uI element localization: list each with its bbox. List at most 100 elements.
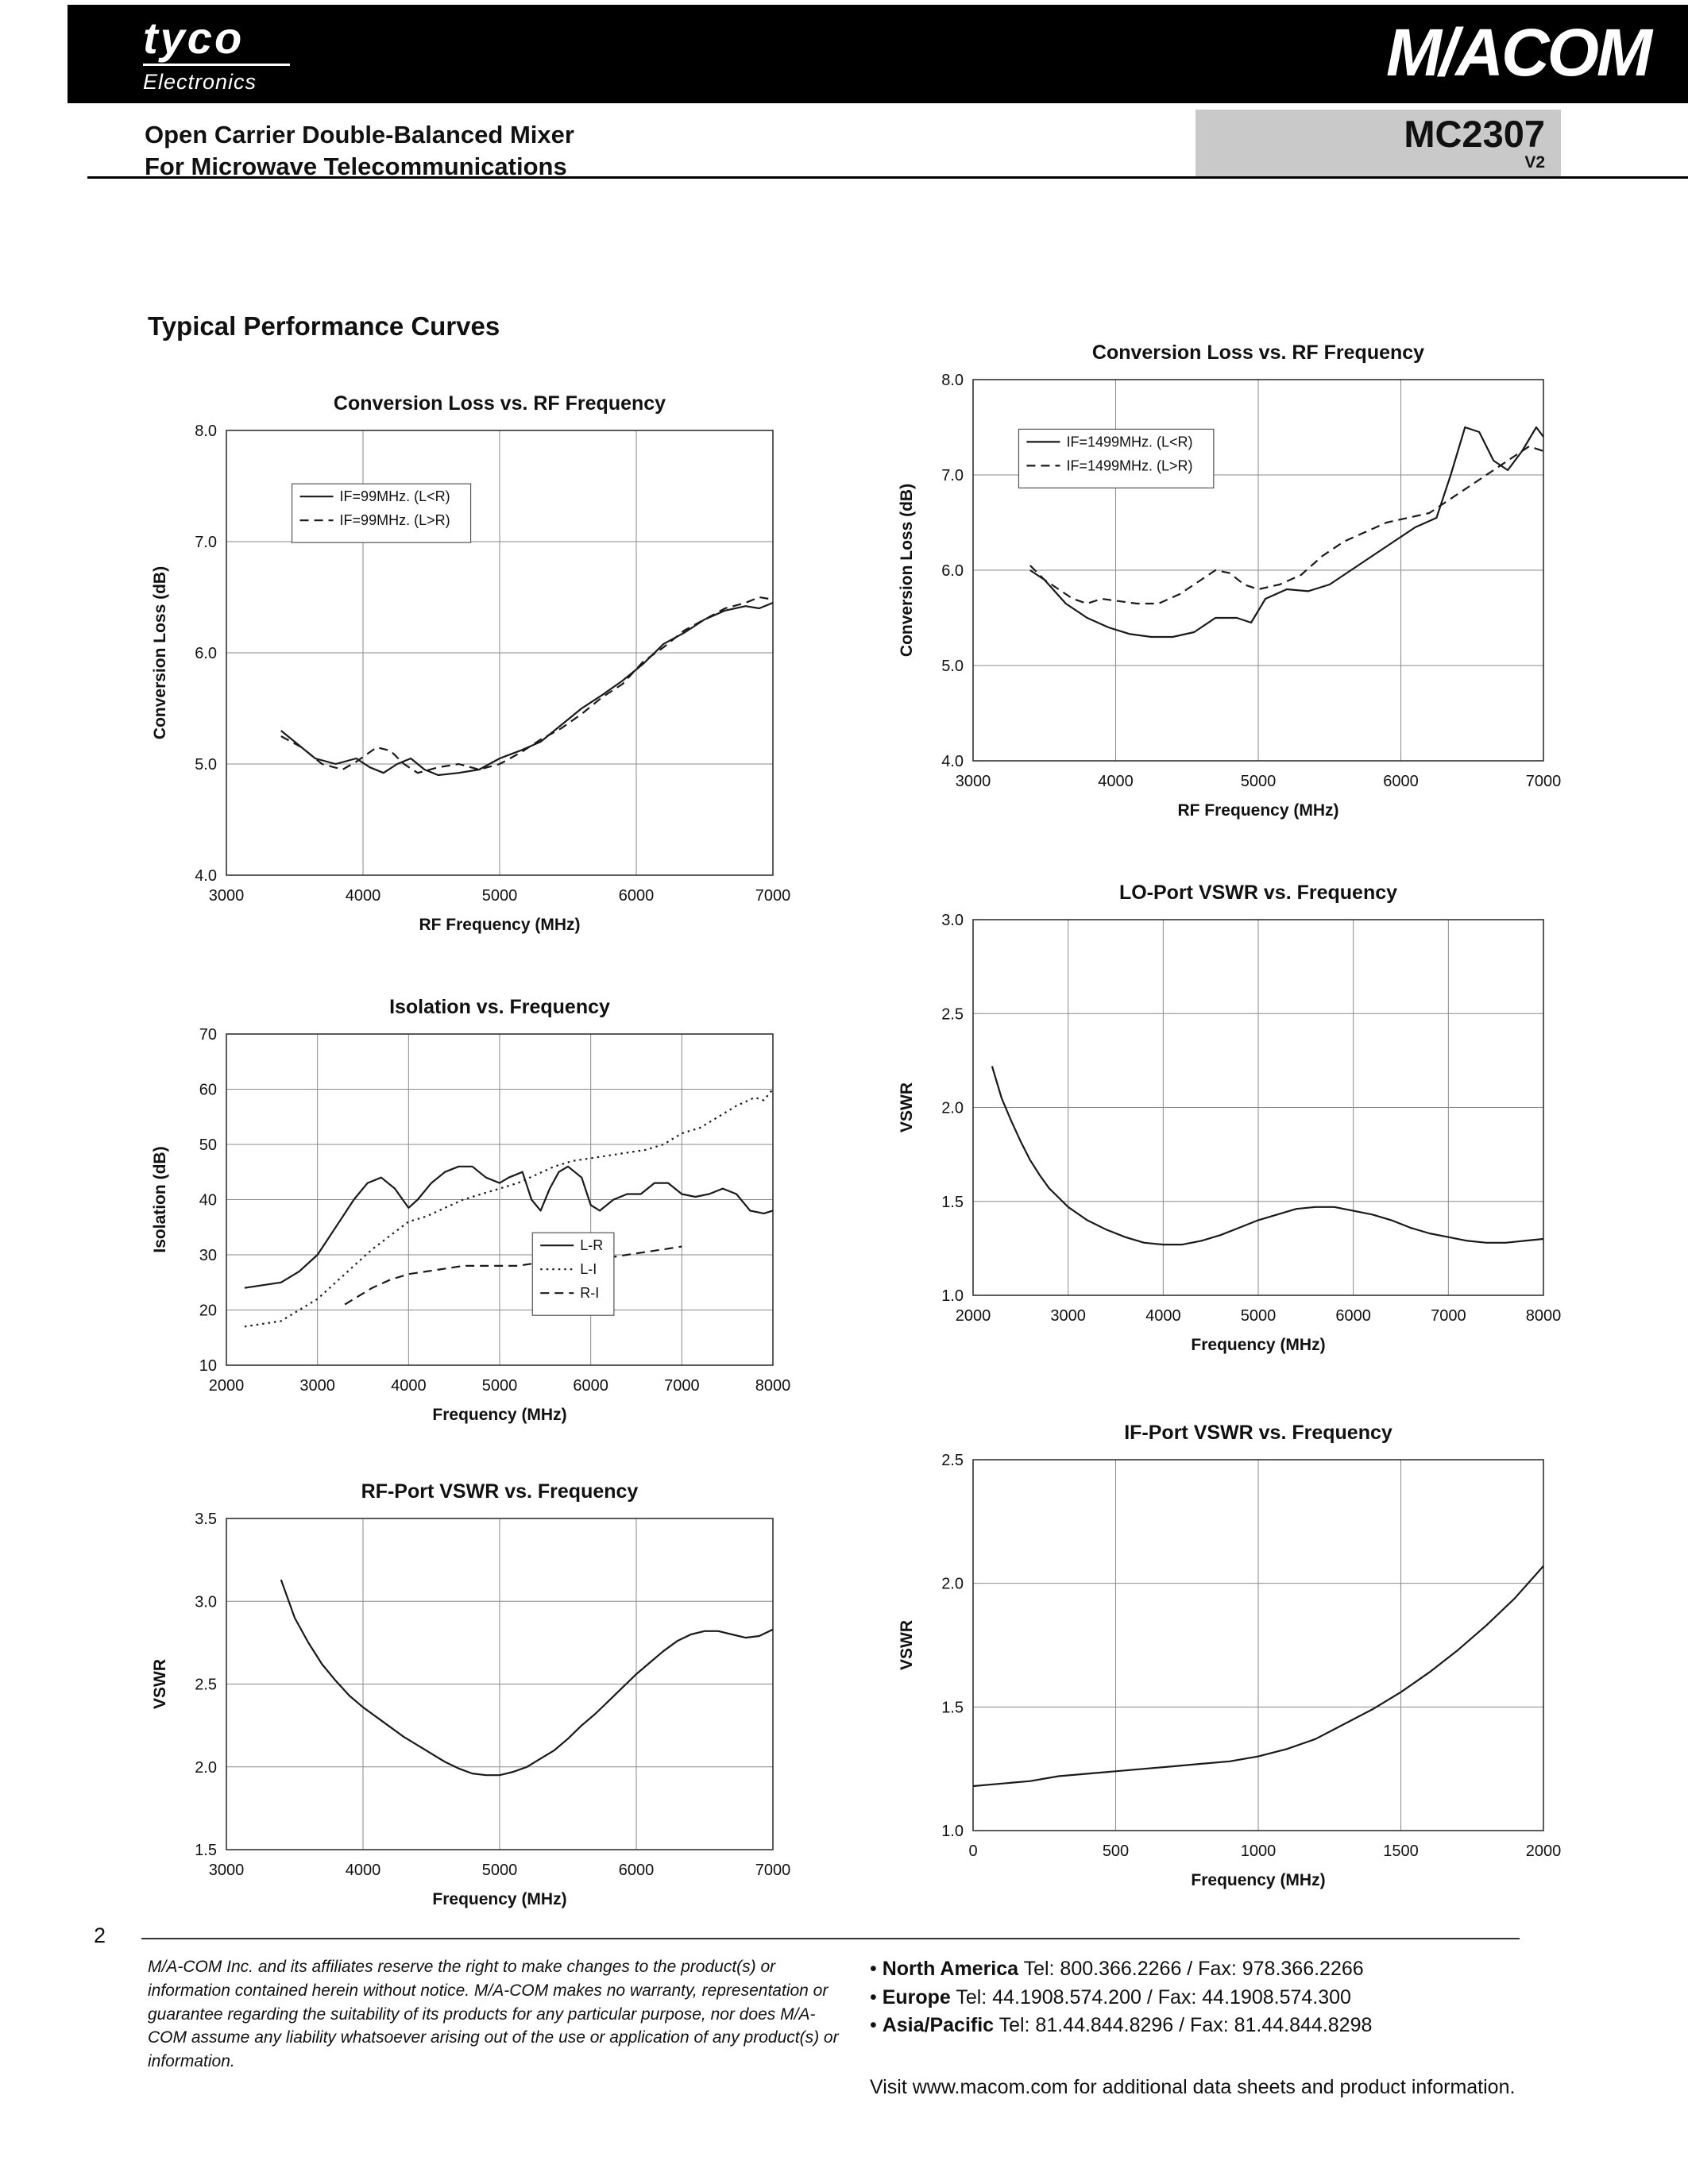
page-number: 2	[94, 1924, 106, 1947]
svg-text:3000: 3000	[1050, 1307, 1086, 1325]
svg-text:2.0: 2.0	[941, 1576, 964, 1593]
svg-text:4000: 4000	[391, 1377, 427, 1395]
svg-text:3000: 3000	[299, 1377, 335, 1395]
macom-logo: M/ACOM	[1386, 15, 1652, 90]
part-revision: V2	[1524, 153, 1545, 172]
svg-text:6000: 6000	[619, 1862, 655, 1879]
svg-text:5000: 5000	[1241, 773, 1277, 790]
legal-disclaimer: M/A-COM Inc. and its affiliates reserve …	[148, 1958, 839, 2071]
svg-text:1.0: 1.0	[941, 1823, 964, 1840]
svg-text:Conversion Loss vs. RF Frequen: Conversion Loss vs. RF Frequency	[334, 392, 666, 415]
contact-region: Europe	[882, 1985, 951, 2008]
svg-text:2000: 2000	[1526, 1843, 1561, 1860]
svg-text:VSWR: VSWR	[151, 1659, 169, 1709]
svg-text:Conversion Loss vs. RF Frequen: Conversion Loss vs. RF Frequency	[1092, 341, 1424, 364]
svg-text:LO-Port VSWR vs. Frequency: LO-Port VSWR vs. Frequency	[1119, 882, 1397, 904]
svg-text:6000: 6000	[573, 1377, 608, 1395]
part-number-box: MC2307 V2	[1196, 110, 1561, 176]
svg-text:5000: 5000	[482, 1862, 518, 1879]
svg-text:6000: 6000	[1335, 1307, 1371, 1325]
svg-text:4000: 4000	[1145, 1307, 1181, 1325]
chart-conversion-loss-if99: 3000 4000 5000 6000 7000 4.0 5.0 6.0 7.0 8.0 Conve…	[143, 383, 790, 943]
svg-text:2000: 2000	[209, 1377, 245, 1395]
section-heading: Typical Performance Curves	[148, 311, 500, 341]
svg-text:2000: 2000	[956, 1307, 991, 1325]
svg-text:4000: 4000	[346, 1862, 381, 1879]
svg-text:1.0: 1.0	[941, 1287, 964, 1305]
contact-info: Tel: 81.44.844.8296 / Fax: 81.44.844.829…	[999, 2014, 1373, 2036]
svg-text:30: 30	[199, 1247, 217, 1264]
svg-text:Isolation (dB): Isolation (dB)	[151, 1146, 169, 1252]
svg-text:6.0: 6.0	[941, 562, 964, 580]
product-title-line2: For Microwave Telecommunications	[145, 152, 567, 181]
svg-text:3.5: 3.5	[195, 1511, 217, 1528]
svg-text:7000: 7000	[1526, 773, 1561, 790]
svg-text:R-I: R-I	[580, 1285, 599, 1301]
svg-text:1500: 1500	[1383, 1843, 1419, 1860]
svg-text:RF-Port VSWR vs. Frequency: RF-Port VSWR vs. Frequency	[361, 1480, 639, 1503]
header-bar: tyco Electronics M/ACOM	[68, 5, 1688, 103]
contact-row-europe: • Europe Tel: 44.1908.574.200 / Fax: 44.…	[870, 1984, 1372, 2012]
contact-row-asia-pacific: • Asia/Pacific Tel: 81.44.844.8296 / Fax…	[870, 2012, 1372, 2040]
svg-text:1.5: 1.5	[941, 1194, 964, 1211]
svg-text:5.0: 5.0	[195, 756, 217, 774]
contact-list: • North America Tel: 800.366.2266 / Fax:…	[870, 1955, 1372, 2040]
svg-text:Frequency (MHz): Frequency (MHz)	[1191, 1336, 1325, 1354]
svg-text:8000: 8000	[1526, 1307, 1561, 1325]
svg-text:L-R: L-R	[580, 1237, 603, 1253]
svg-text:0: 0	[968, 1843, 977, 1860]
svg-text:5.0: 5.0	[941, 658, 964, 675]
contact-region: North America	[882, 1958, 1019, 1980]
svg-text:7.0: 7.0	[941, 467, 964, 484]
contact-region: Asia/Pacific	[882, 2014, 995, 2036]
chart-isolation: 2000 3000 4000 5000 6000 7000 8000 10 20 30 40 50 60…	[143, 986, 790, 1433]
svg-text:2.0: 2.0	[941, 1100, 964, 1117]
svg-text:2.5: 2.5	[195, 1677, 217, 1694]
chart-if-port-vswr: 0 500 1000 1500 2000 1.0 1.5 2.0 2.5 IF-Port VSWR…	[890, 1412, 1561, 1898]
tyco-logo-text: tyco	[143, 13, 245, 63]
part-number: MC2307	[1404, 113, 1545, 155]
svg-text:7000: 7000	[664, 1377, 700, 1395]
svg-text:Conversion Loss (dB): Conversion Loss (dB)	[151, 566, 169, 739]
svg-text:2.0: 2.0	[195, 1759, 217, 1777]
svg-text:1000: 1000	[1241, 1843, 1277, 1860]
svg-text:2.5: 2.5	[941, 1005, 964, 1023]
svg-text:2.5: 2.5	[941, 1452, 964, 1469]
svg-text:4000: 4000	[1098, 773, 1134, 790]
svg-text:3.0: 3.0	[195, 1593, 217, 1611]
svg-text:4.0: 4.0	[941, 753, 964, 770]
svg-text:60: 60	[199, 1082, 217, 1099]
chart-lo-port-vswr: 2000 3000 4000 5000 6000 7000 8000 1.0 1.5 2.0 2.5…	[890, 872, 1561, 1363]
svg-text:10: 10	[199, 1357, 217, 1375]
svg-text:IF-Port VSWR vs. Frequency: IF-Port VSWR vs. Frequency	[1124, 1422, 1393, 1444]
svg-text:70: 70	[199, 1026, 217, 1044]
tyco-electronics-label: Electronics	[143, 70, 257, 94]
svg-text:Conversion Loss (dB): Conversion Loss (dB)	[898, 484, 916, 657]
contact-info: Tel: 44.1908.574.200 / Fax: 44.1908.574.…	[956, 1985, 1351, 2008]
svg-text:5000: 5000	[482, 887, 518, 905]
svg-text:5000: 5000	[482, 1377, 518, 1395]
svg-text:7.0: 7.0	[195, 534, 217, 551]
svg-text:5000: 5000	[1241, 1307, 1277, 1325]
svg-text:IF=99MHz. (L<R): IF=99MHz. (L<R)	[340, 488, 450, 504]
svg-text:4000: 4000	[346, 887, 381, 905]
svg-text:RF Frequency (MHz): RF Frequency (MHz)	[419, 916, 580, 934]
svg-text:8000: 8000	[755, 1377, 790, 1395]
svg-text:Frequency (MHz): Frequency (MHz)	[1191, 1871, 1325, 1889]
bullet: •	[870, 1958, 877, 1980]
svg-text:IF=1499MHz. (L<R): IF=1499MHz. (L<R)	[1066, 434, 1192, 450]
product-title-line1: Open Carrier Double-Balanced Mixer	[145, 121, 574, 149]
tyco-logo: tyco Electronics	[143, 16, 290, 95]
bullet: •	[870, 1985, 877, 2008]
svg-text:L-I: L-I	[580, 1261, 597, 1277]
svg-text:6000: 6000	[619, 887, 655, 905]
svg-text:VSWR: VSWR	[898, 1082, 916, 1133]
svg-text:6000: 6000	[1383, 773, 1419, 790]
svg-text:3000: 3000	[956, 773, 991, 790]
footer-divider	[141, 1938, 1520, 1939]
svg-text:RF Frequency (MHz): RF Frequency (MHz)	[1177, 801, 1338, 820]
svg-text:3000: 3000	[209, 1862, 245, 1879]
svg-text:IF=1499MHz. (L>R): IF=1499MHz. (L>R)	[1066, 457, 1192, 473]
svg-text:Frequency (MHz): Frequency (MHz)	[432, 1406, 566, 1424]
